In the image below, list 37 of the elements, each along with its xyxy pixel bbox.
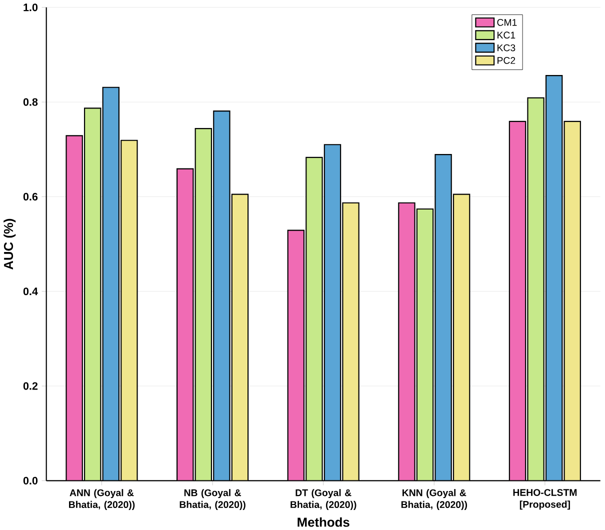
y-tick-label: 0.2 [23, 382, 38, 390]
bar [102, 87, 119, 481]
bar [177, 168, 194, 481]
x-tick-label: NB (Goyal & Bhatia, (2020)) [180, 488, 246, 510]
bar [288, 230, 304, 481]
bar [398, 202, 415, 481]
x-tick-label: KNN (Goyal & Bhatia, (2020)) [401, 488, 468, 510]
bar [435, 154, 452, 481]
x-axis-title: Methods [298, 517, 350, 527]
y-tick-label: 0.8 [23, 98, 38, 106]
y-tick-label: 0.6 [23, 192, 38, 200]
bar [545, 74, 563, 481]
bar [342, 202, 359, 481]
y-tick-label: 0.4 [23, 287, 38, 295]
legend-label: CM1 [497, 18, 517, 26]
legend-label: KC3 [498, 44, 516, 52]
bar [508, 120, 526, 481]
bar [306, 157, 322, 481]
y-tick-label: 1.0 [24, 3, 38, 11]
bar [84, 108, 101, 481]
bar [527, 97, 544, 481]
bar [416, 208, 434, 481]
y-axis-title: AUC (%) [4, 218, 16, 270]
bar [66, 135, 82, 481]
bar [324, 144, 341, 481]
bar [121, 140, 138, 481]
x-tick-label: HEHO-CLSTM [Proposed] [513, 488, 577, 510]
bar [214, 110, 230, 481]
bar [564, 120, 581, 481]
bar [232, 194, 248, 481]
legend-label: PC2 [498, 56, 516, 64]
x-tick-label: DT (Goyal & Bhatia, (2020)) [290, 488, 356, 510]
legend-label: KC1 [498, 31, 516, 38]
bar [454, 194, 470, 481]
bar [195, 128, 212, 481]
y-tick-label: 0.0 [23, 476, 38, 484]
x-tick-label: ANN (Goyal & Bhatia, (2020)) [69, 488, 135, 510]
